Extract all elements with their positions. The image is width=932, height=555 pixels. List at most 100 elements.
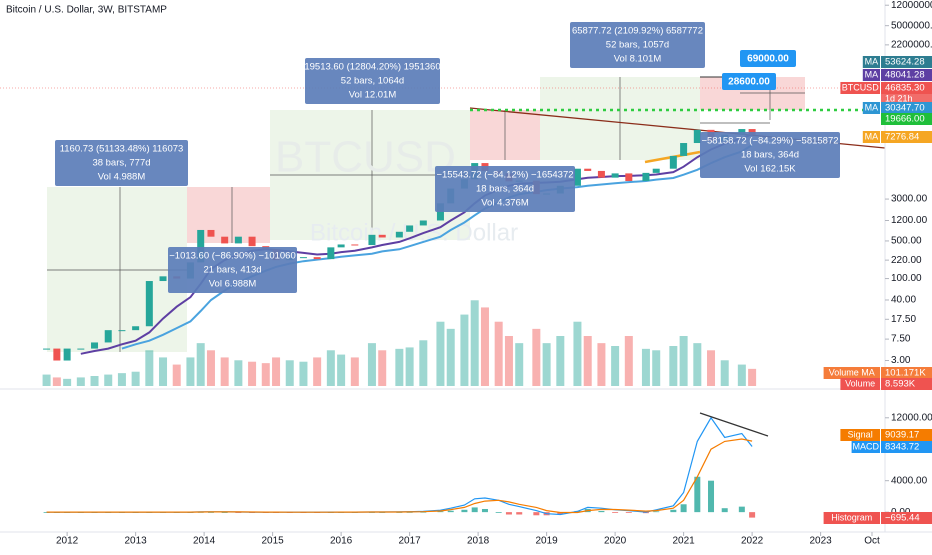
- volume-bar: [707, 350, 716, 386]
- volume-bar: [583, 336, 592, 386]
- axis-chip-tag: [840, 378, 880, 390]
- axis-chip-value: 46835.30: [885, 83, 925, 94]
- volume-bar: [378, 350, 387, 386]
- candle: [197, 229, 205, 263]
- histogram-bar: [625, 512, 632, 513]
- y-tick-label: 12000.00: [891, 412, 932, 423]
- measure-regions: [0, 76, 886, 352]
- volume-bar: [117, 373, 126, 386]
- y-tick-label: 2200000.00: [891, 40, 932, 51]
- candle: [118, 330, 126, 332]
- candle: [221, 236, 229, 244]
- axis-chip-value: 48041.28: [885, 70, 925, 81]
- volume-bar: [90, 376, 99, 386]
- axis-chip-value: −695.44: [885, 513, 920, 524]
- volume-bar: [326, 350, 335, 386]
- axis-chip: [881, 94, 932, 105]
- candle: [351, 244, 359, 246]
- histogram-bar: [680, 504, 687, 513]
- candle: [597, 170, 605, 178]
- volume-bar: [367, 343, 376, 386]
- volume-bar: [624, 336, 633, 386]
- axis-chip-tag-text: Volume MA: [829, 367, 875, 377]
- axis-chip-tag: [862, 69, 880, 81]
- x-tick-label: 2016: [330, 536, 353, 547]
- x-tick-label: Oct: [864, 536, 880, 547]
- histogram-bar: [557, 512, 564, 515]
- axis-chip-tag-text: MA: [865, 69, 879, 79]
- y-tick-label: 40.00: [891, 295, 916, 306]
- measure-text: 52 bars, 1057d: [606, 40, 669, 51]
- y-tick-label: 1200.00: [891, 215, 928, 226]
- axis-chip: [881, 56, 932, 68]
- x-tick-label: 2014: [193, 536, 216, 547]
- volume-bar: [350, 357, 359, 386]
- axis-chip: [881, 82, 932, 94]
- axis-chip-tag-text: MACD: [853, 441, 880, 451]
- histogram-bar: [738, 506, 745, 513]
- y-tick-label: 4000.00: [891, 475, 928, 486]
- candle: [419, 220, 427, 226]
- axis-chip-value: 53624.28: [885, 57, 925, 68]
- candle: [234, 236, 242, 244]
- candle: [748, 129, 756, 135]
- y-tick-label: 12000000.00: [891, 0, 932, 11]
- candle: [53, 348, 61, 361]
- volume-bar: [446, 328, 455, 386]
- histogram-bar: [43, 512, 50, 513]
- axis-chip-tag: [823, 367, 880, 379]
- measure-text: Vol 162.15K: [744, 164, 796, 175]
- callout-text: 28600.00: [728, 77, 770, 88]
- volume-bar: [42, 374, 51, 386]
- volume-bar: [669, 346, 678, 386]
- candle: [43, 348, 51, 350]
- volume-bar: [145, 350, 154, 386]
- measure-text: Vol 4.988M: [98, 172, 146, 183]
- measure-box: [168, 247, 297, 293]
- axis-chip-value: 8.593K: [885, 379, 916, 390]
- measure-box: [570, 22, 705, 68]
- candle: [91, 342, 99, 349]
- chart-title: Bitcoin / U.S. Dollar, 3W, BITSTAMP: [6, 5, 167, 16]
- candle: [680, 143, 688, 156]
- candle: [693, 129, 701, 144]
- candle: [406, 225, 414, 232]
- candle: [299, 257, 307, 259]
- measure-text: Vol 6.988M: [209, 279, 257, 290]
- watermark: Bitcoin / U.S. Dollar: [310, 219, 518, 246]
- x-tick-label: 2015: [261, 536, 284, 547]
- axis-chip-value: 30347.70: [885, 103, 925, 114]
- measure-text: Vol 12.01M: [349, 90, 397, 101]
- volume-bar: [248, 361, 257, 386]
- x-tick-label: 2022: [741, 536, 764, 547]
- x-tick-label: 2017: [398, 536, 421, 547]
- volume-bar: [641, 348, 650, 386]
- y-tick-label: 220.00: [891, 255, 922, 266]
- measure-text: 18 bars, 364d: [741, 150, 799, 161]
- candle: [584, 168, 592, 171]
- candle: [313, 257, 321, 260]
- volume-bar: [196, 343, 205, 386]
- y-tick-label: 500.00: [891, 236, 922, 247]
- candle: [669, 155, 677, 169]
- y-tick-label: 7.50: [891, 334, 911, 345]
- volume-bar: [597, 343, 606, 386]
- volume-bar: [220, 357, 229, 386]
- x-tick-label: 2019: [535, 536, 558, 547]
- measure-text: 18 bars, 364d: [476, 184, 534, 195]
- histogram-bar: [612, 512, 619, 513]
- candle: [378, 234, 386, 238]
- histogram-bar: [461, 509, 468, 513]
- y-tick-label: 3.00: [891, 355, 911, 366]
- axis-chip-value: 101.171K: [885, 368, 926, 379]
- measure-text: −1013.60 (−86.90%) −101060: [169, 251, 296, 262]
- volume-bar: [470, 300, 479, 386]
- axis-chip-tag-text: MA: [865, 131, 879, 141]
- measure-box: [55, 140, 188, 186]
- x-tick-label: 2023: [809, 536, 832, 547]
- volume-bar: [261, 363, 270, 386]
- measure-text: 65877.72 (2109.92%) 6587772: [572, 26, 703, 37]
- candle: [395, 231, 403, 238]
- volume-bar: [556, 336, 565, 386]
- histogram-bar: [221, 512, 228, 513]
